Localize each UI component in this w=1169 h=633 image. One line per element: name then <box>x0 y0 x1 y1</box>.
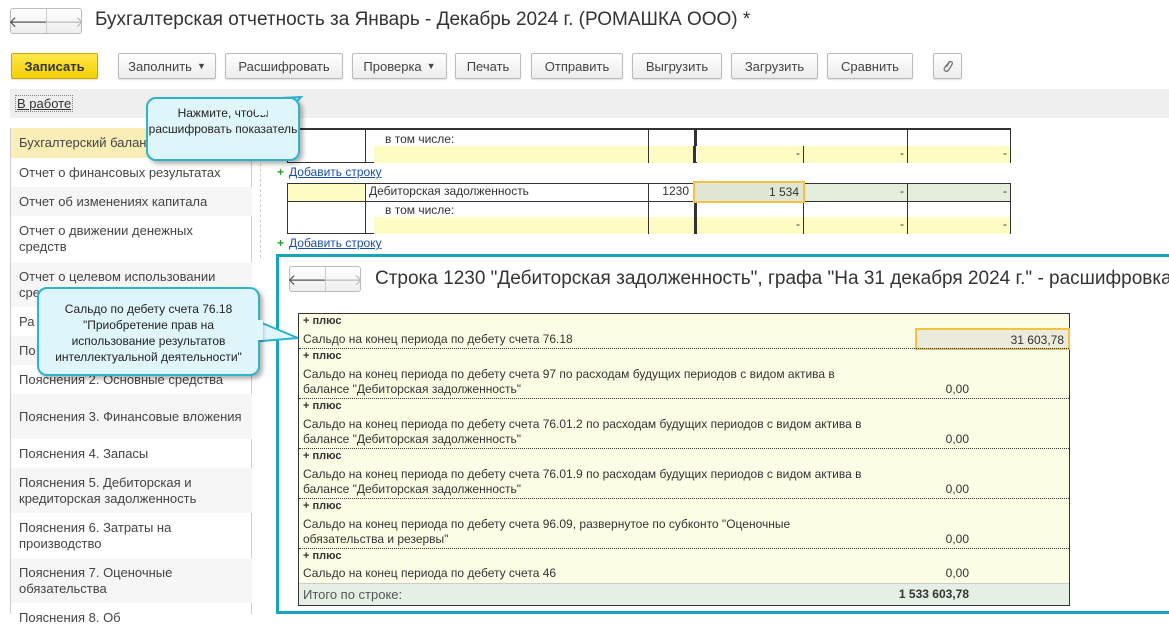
plus-label: + плюс <box>303 550 342 562</box>
value-cell[interactable]: - <box>908 146 1011 163</box>
total-row: Итого по строке: 1 533 603,78 <box>299 583 1069 605</box>
row-text: Сальдо на конец периода по дебету счета … <box>303 467 862 481</box>
sidebar-item[interactable]: Пояснения 3. Финансовые вложения <box>11 394 252 439</box>
row-amount[interactable]: 31 603,78 <box>915 328 1070 350</box>
window-title: Бухгалтерская отчетность за Январь - Дек… <box>95 9 751 30</box>
row-amount: 0,00 <box>945 382 969 396</box>
row-text: Сальдо на конец периода по дебету счета … <box>303 417 862 431</box>
send-button[interactable]: Отправить <box>531 53 623 79</box>
decoding-row[interactable]: + плюс Сальдо на конец периода по дебету… <box>299 448 1069 498</box>
save-button[interactable]: Записать <box>11 53 98 79</box>
sidebar-item[interactable]: Отчет о движении денежных средств <box>19 223 193 254</box>
row-text: Сальдо на конец периода по дебету счета … <box>303 332 573 346</box>
back-button[interactable]: 🡐 <box>8 13 49 31</box>
plus-icon: + <box>277 165 285 179</box>
row-amount: 0,00 <box>945 482 969 496</box>
dropdown-icon: ▼ <box>196 61 206 71</box>
account-hint-callout: Сальдо по дебету счета 76.18 "Приобретен… <box>37 287 260 376</box>
including-label: в том числе: <box>385 203 455 217</box>
plus-label: + плюс <box>303 315 342 327</box>
decode-button[interactable]: Расшифровать <box>225 53 343 79</box>
including-label: в том числе: <box>385 132 455 146</box>
value-cell[interactable]: - <box>804 184 908 201</box>
sidebar-item[interactable]: Пояснения 6. Затраты на производство <box>19 519 172 551</box>
value-cell[interactable]: - <box>804 146 908 163</box>
decoding-row[interactable]: + плюс Сальдо на конец периода по дебету… <box>299 548 1069 583</box>
print-button[interactable]: Печать <box>455 53 521 79</box>
row-text: Сальдо на конец периода по дебету счета … <box>303 517 791 531</box>
plus-label: + плюс <box>303 400 342 412</box>
total-label: Итого по строке: <box>303 587 403 602</box>
plus-icon: + <box>277 236 285 250</box>
sidebar-item[interactable]: Пояснения 4. Запасы <box>19 445 149 461</box>
decoding-row[interactable]: + плюс Сальдо на конец периода по дебету… <box>299 498 1069 548</box>
sidebar-item[interactable]: Ра <box>19 313 35 329</box>
row-text: балансе "Дебиторская задолженность" <box>303 482 522 496</box>
forward-button[interactable]: 🡒 <box>323 267 363 291</box>
value-cell-selected[interactable]: 1 534 <box>693 181 805 203</box>
fill-label: Заполнить <box>128 58 192 74</box>
sidebar-item[interactable]: Пояснения 7. Оценочные обязательства <box>11 558 252 603</box>
check-button[interactable]: Проверка ▼ <box>352 53 447 79</box>
export-button[interactable]: Выгрузить <box>632 53 722 79</box>
plus-label: + плюс <box>303 500 342 512</box>
back-button[interactable]: 🡐 <box>287 271 328 289</box>
paperclip-icon <box>942 60 953 72</box>
row-amount: 0,00 <box>945 532 969 546</box>
add-row-link[interactable]: + Добавить строку <box>277 165 382 179</box>
decoding-row[interactable]: + плюс Сальдо на конец периода по дебету… <box>299 398 1069 448</box>
import-button[interactable]: Загрузить <box>731 53 818 79</box>
sidebar-item[interactable]: Пояснения 5. Дебиторская и кредиторская … <box>11 468 252 513</box>
decoding-row[interactable]: + плюс Сальдо на конец периода по дебету… <box>299 314 1070 350</box>
sidebar: Бухгалтерский баланс Отчет о финансовых … <box>10 128 252 625</box>
decoding-panel: 🡐 🡒 Строка 1230 "Дебиторская задолженнос… <box>276 254 1169 614</box>
add-row-label: Добавить строку <box>289 165 382 179</box>
status-link[interactable]: В работе <box>15 95 74 112</box>
sidebar-item[interactable]: Отчет об изменениях капитала <box>11 187 252 216</box>
history-nav: 🡐 🡒 <box>8 8 84 34</box>
total-amount: 1 533 603,78 <box>898 587 969 601</box>
value-cell[interactable]: - <box>697 217 803 234</box>
panel-history-nav: 🡐 🡒 <box>287 266 363 292</box>
sidebar-item[interactable]: Отчет о финансовых результатах <box>19 164 221 180</box>
row-text: Сальдо на конец периода по дебету счета … <box>303 367 835 381</box>
check-label: Проверка <box>363 58 422 74</box>
row-text: обязательства и резервы" <box>303 532 449 546</box>
decoding-row[interactable]: + плюс Сальдо на конец периода по дебету… <box>299 348 1069 398</box>
splitter[interactable] <box>260 128 261 258</box>
row-name: Дебиторская задолженность <box>366 184 649 201</box>
value-cell[interactable]: - <box>908 217 1010 234</box>
plus-label: + плюс <box>303 450 342 462</box>
decoding-table: + плюс Сальдо на конец периода по дебету… <box>298 313 1070 606</box>
fill-button[interactable]: Заполнить ▼ <box>118 53 216 79</box>
report-row-including: в том числе: - - - <box>287 128 1011 163</box>
row-text: балансе "Дебиторская задолженность" <box>303 432 522 446</box>
add-row-label: Добавить строку <box>289 236 382 250</box>
row-text: Сальдо на конец периода по дебету счета … <box>303 566 557 580</box>
add-row-link[interactable]: + Добавить строку <box>277 236 382 250</box>
row-amount: 0,00 <box>945 432 969 446</box>
dropdown-icon: ▼ <box>426 61 436 71</box>
value-cell[interactable]: - <box>697 146 804 163</box>
decoding-title: Строка 1230 "Дебиторская задолженность",… <box>375 268 1169 289</box>
row-text: балансе "Дебиторская задолженность" <box>303 382 522 396</box>
decode-hint-callout: Нажмите, чтобы расшифровать показатель <box>146 97 300 161</box>
forward-button[interactable]: 🡒 <box>44 9 84 33</box>
report-row-1230: Дебиторская задолженность 1230 1 534 - -… <box>287 181 1011 234</box>
plus-label: + плюс <box>303 350 342 362</box>
value-cell[interactable]: - <box>908 184 1011 201</box>
value-cell[interactable]: - <box>804 217 907 234</box>
row-amount: 0,00 <box>945 566 969 580</box>
compare-button[interactable]: Сравнить <box>827 53 913 79</box>
attach-button[interactable] <box>933 53 962 79</box>
